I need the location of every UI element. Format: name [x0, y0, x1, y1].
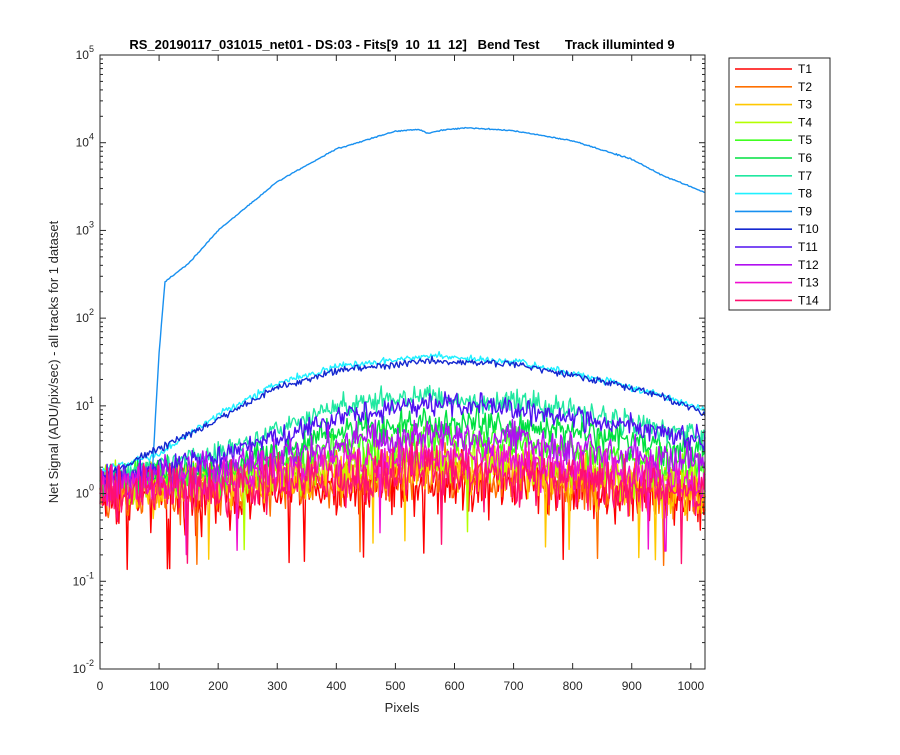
- y-tick-label: 102: [76, 307, 94, 325]
- x-tick-label: 300: [267, 679, 287, 693]
- x-tick-label: 800: [563, 679, 583, 693]
- y-tick-exponent: 3: [89, 219, 94, 229]
- series-line-t10: [99, 355, 706, 480]
- legend-label: T13: [798, 276, 819, 290]
- y-tick-label: 101: [76, 395, 94, 413]
- legend-label: T7: [798, 169, 812, 183]
- x-tick-label: 600: [444, 679, 464, 693]
- y-tick-base: 10: [73, 574, 87, 588]
- y-axis-label: Net Signal (ADU/pix/sec) - all tracks fo…: [46, 220, 61, 503]
- y-tick-label: 104: [76, 132, 94, 150]
- legend-label: T2: [798, 80, 812, 94]
- x-tick-label: 200: [208, 679, 228, 693]
- x-tick-label: 100: [149, 679, 169, 693]
- y-tick-label: 105: [76, 44, 94, 62]
- y-tick-exponent: -1: [86, 570, 94, 580]
- legend-label: T9: [798, 204, 812, 218]
- plot-box: [99, 54, 706, 670]
- series-line-t9: [99, 126, 706, 479]
- legend-label: T12: [798, 258, 819, 272]
- y-tick-base: 10: [76, 487, 90, 501]
- x-axis-ticks: 0 100 200 300 400 500 600 700 800 900 1000: [97, 55, 704, 693]
- x-tick-label: 900: [622, 679, 642, 693]
- legend-label: T8: [798, 187, 812, 201]
- x-tick-label: 0: [97, 679, 104, 693]
- y-tick-base: 10: [76, 399, 90, 413]
- y-tick-exponent: 5: [89, 44, 94, 54]
- x-tick-label: 500: [385, 679, 405, 693]
- legend-label: T11: [798, 240, 818, 254]
- y-tick-exponent: 1: [89, 395, 94, 405]
- y-tick-label: 100: [76, 483, 94, 501]
- legend-items: T1 T2 T3 T4 T5 T6 T7 T8 T9 T10 T11 T12 T13 T14: [735, 62, 819, 307]
- series-lines: [99, 126, 706, 571]
- y-tick-base: 10: [76, 48, 90, 62]
- y-tick-exponent: 0: [89, 483, 94, 493]
- legend-label: T4: [798, 115, 812, 129]
- x-tick-label: 700: [504, 679, 524, 693]
- y-tick-exponent: -2: [86, 658, 94, 668]
- x-axis-label: Pixels: [385, 700, 420, 715]
- legend-label: T10: [798, 222, 819, 236]
- y-tick-base: 10: [76, 136, 90, 150]
- y-tick-exponent: 4: [89, 132, 94, 142]
- y-tick-base: 10: [73, 662, 87, 676]
- legend: T1 T2 T3 T4 T5 T6 T7 T8 T9 T10 T11 T12 T13 T14: [728, 57, 831, 311]
- legend-label: T5: [798, 133, 812, 147]
- x-tick-label: 1000: [677, 679, 704, 693]
- y-tick-label: 10-1: [73, 570, 94, 588]
- y-tick-base: 10: [76, 311, 90, 325]
- legend-label: T6: [798, 151, 812, 165]
- chart-title: RS_20190117_031015_net01 - DS:03 - Fits[…: [129, 37, 674, 52]
- series-line-t14: [99, 441, 706, 565]
- y-tick-exponent: 2: [89, 307, 94, 317]
- plot-area: [100, 55, 705, 669]
- legend-label: T3: [798, 98, 812, 112]
- y-tick-label: 103: [76, 219, 94, 237]
- legend-label: T14: [798, 293, 819, 307]
- y-tick-label: 10-2: [73, 658, 94, 676]
- series-line-t8: [99, 351, 706, 473]
- legend-label: T1: [798, 62, 812, 76]
- x-tick-label: 400: [326, 679, 346, 693]
- legend-box: [728, 57, 831, 311]
- y-tick-base: 10: [76, 223, 90, 237]
